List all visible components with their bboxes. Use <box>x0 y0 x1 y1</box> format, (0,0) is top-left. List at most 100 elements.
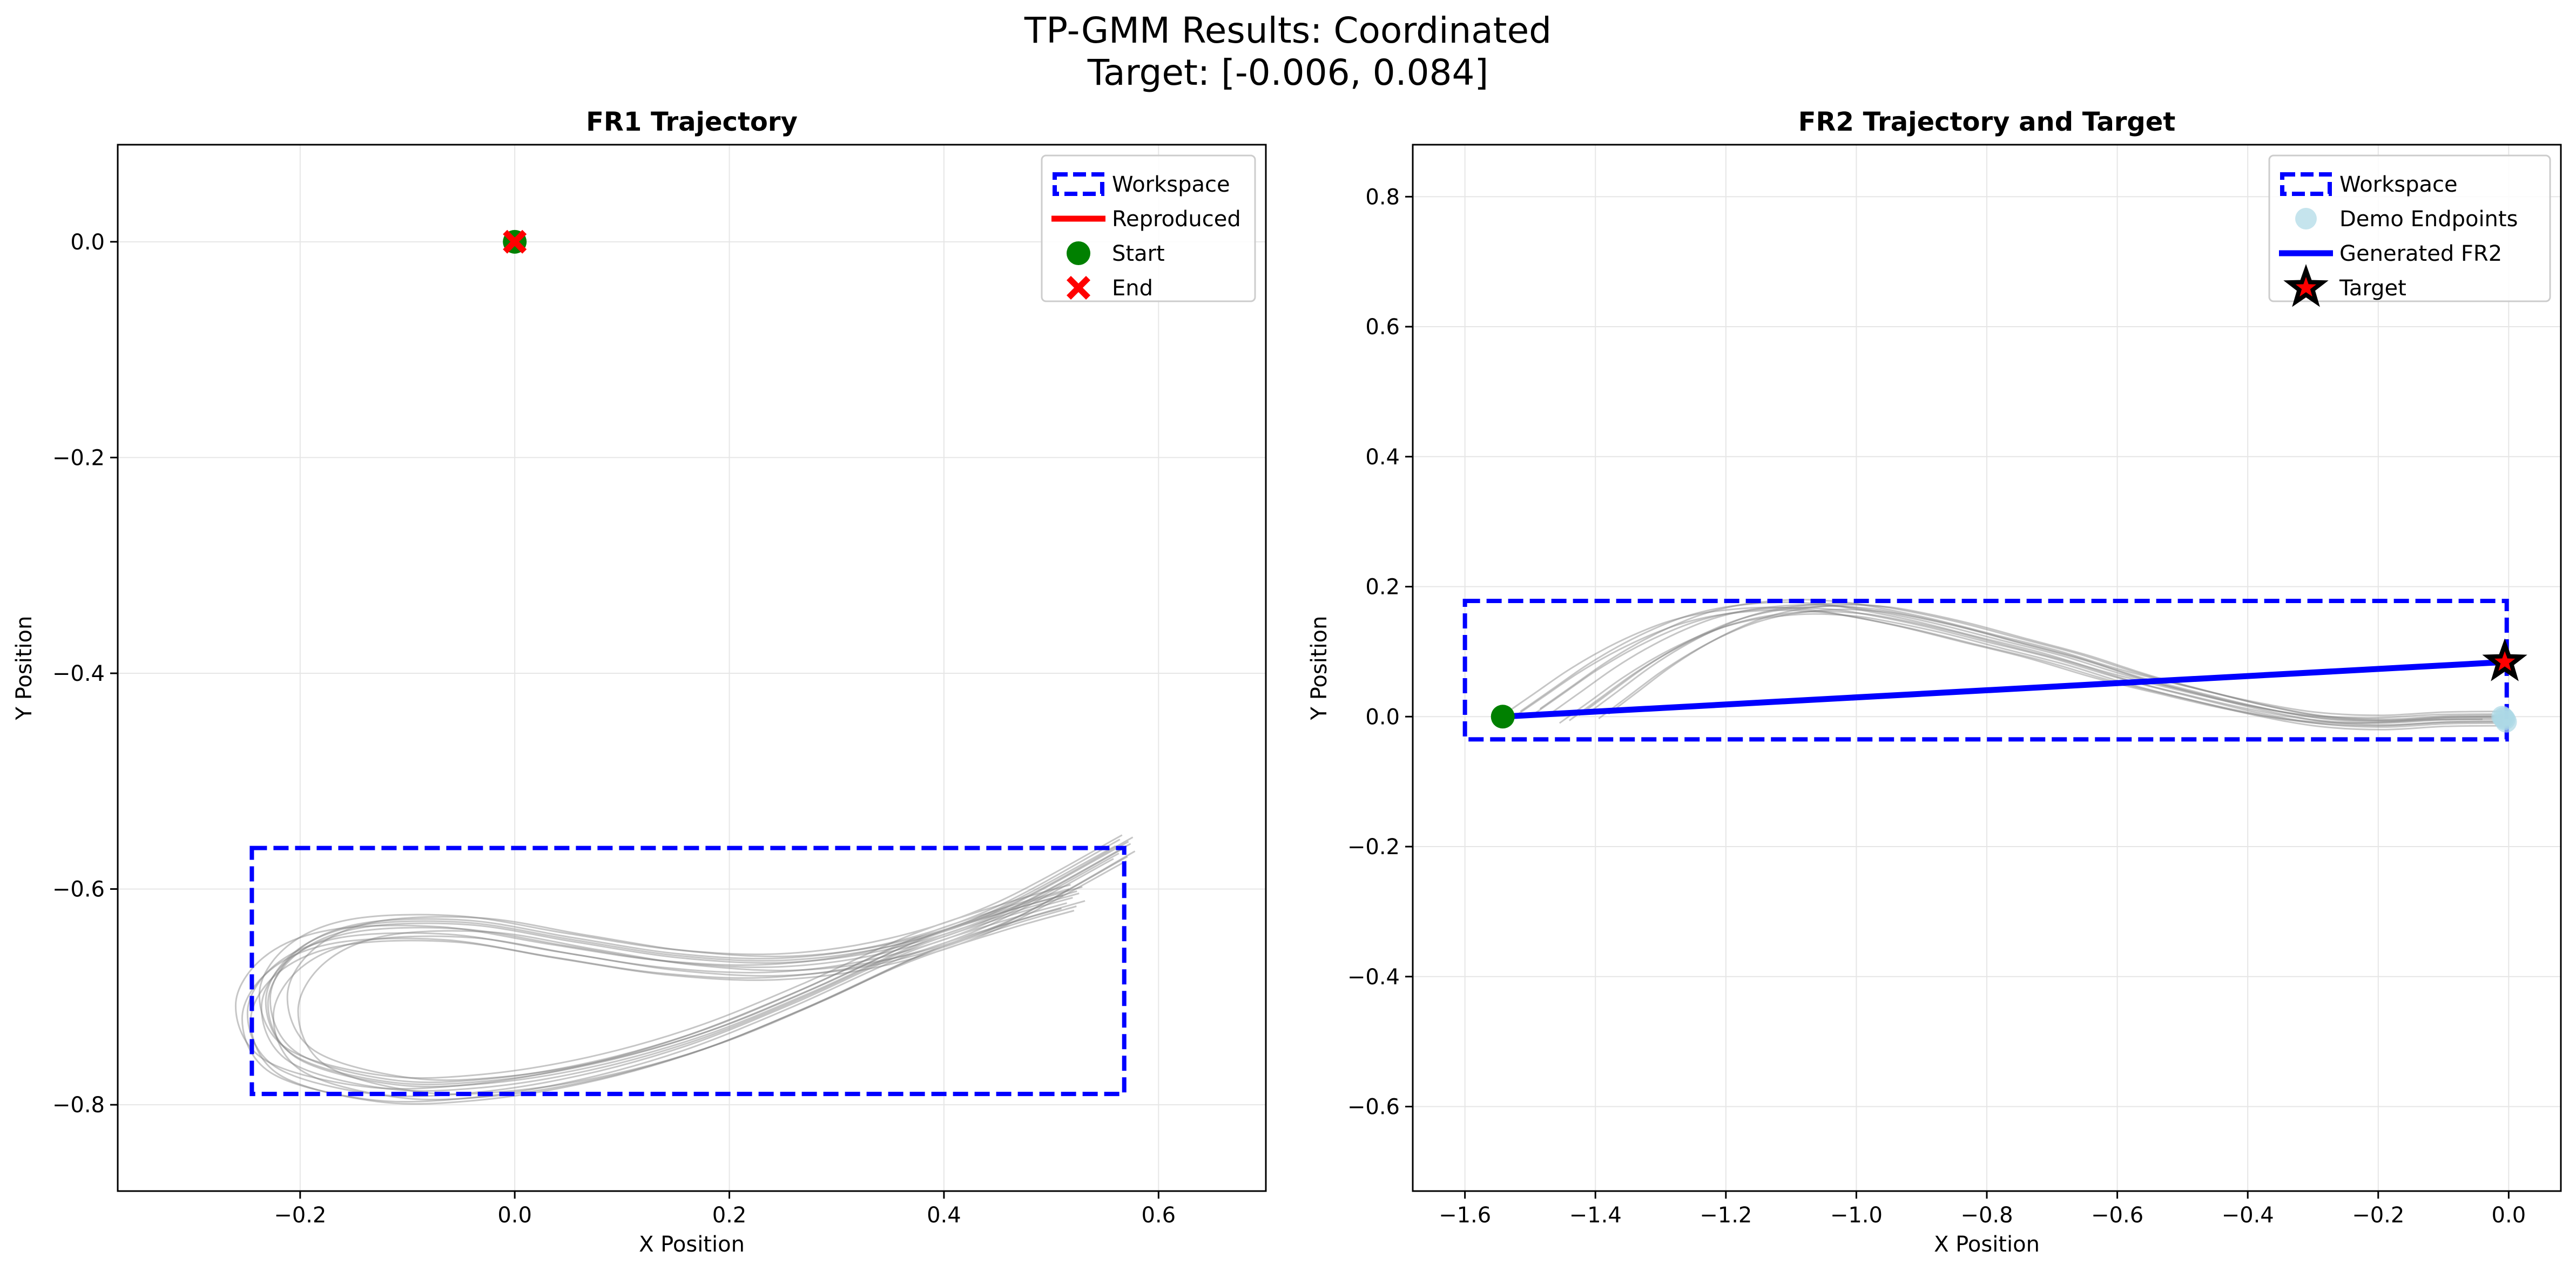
fr2-ytick-label-6: −0.4 <box>1347 965 1400 990</box>
fr1-legend-item-2: Start <box>1067 241 1165 266</box>
fr2-ytick-label-3: 0.2 <box>1365 575 1400 600</box>
fr1-xtick-label-4: 0.6 <box>1141 1203 1176 1228</box>
fr2-ytick-label-2: 0.4 <box>1365 445 1400 470</box>
fr2-title: FR2 Trajectory and Target <box>1798 107 2176 137</box>
fr2-xlabel: X Position <box>1934 1232 2040 1257</box>
fr1-demo-line-11 <box>249 860 1127 1105</box>
fr2-generated-line <box>1500 659 2508 720</box>
fr1-legend-item-0: Workspace <box>1053 172 1230 197</box>
fr2-legend-label-generated-fr2: Generated FR2 <box>2339 241 2502 266</box>
fr1-xlabel: X Position <box>639 1232 745 1257</box>
fr1-ytick-label-3: −0.6 <box>52 877 105 902</box>
fr2-legend-label-workspace: Workspace <box>2339 172 2458 197</box>
fr2-legend-handle-target <box>2283 263 2329 307</box>
fr1-legend-label-workspace: Workspace <box>1112 172 1230 197</box>
fr2-ytick-label-0: 0.8 <box>1365 185 1400 209</box>
fr2-legend-handle-workspace <box>2280 172 2332 196</box>
fr2-plot-area <box>1462 599 2527 742</box>
fr2-demo-line-2 <box>1510 609 2503 727</box>
fr1-end-point <box>503 229 527 254</box>
fr1-legend-handle-end <box>1067 276 1090 300</box>
fr1-legend-item-3: End <box>1067 276 1153 301</box>
fr2-xtick-label-1: −1.4 <box>1569 1203 1622 1228</box>
fr2-demo-line-4 <box>1588 603 2503 720</box>
fr1-demo-line-9 <box>267 843 1131 1088</box>
fr2-start-point <box>1491 705 1515 729</box>
fr1-xtick-label-0: −0.2 <box>274 1203 326 1228</box>
fr1-demo-line-1 <box>265 841 1129 1086</box>
fr1-plot-area <box>234 229 1136 1105</box>
fr2-legend-label-demo-endpoints: Demo Endpoints <box>2339 207 2518 232</box>
fr1-legend-handle-start <box>1067 241 1090 265</box>
fr1-legend-label-reproduced: Reproduced <box>1112 207 1241 232</box>
fr2-xtick-label-0: −1.6 <box>1439 1203 1491 1228</box>
fr1-panel: −0.2 0.0 0.2 0.4 0.6 0.0 −0.2 −0.4 −0.6 −0.8 FR1 T… <box>12 107 1267 1257</box>
fr2-demo-line-9 <box>1539 599 2503 716</box>
fr1-demo-line-10 <box>269 839 1121 1084</box>
fr2-ytick-label-4: 0.0 <box>1365 705 1400 729</box>
fr2-demo-endpoint-3 <box>2492 707 2514 729</box>
fr2-xtick-label-7: −0.2 <box>2352 1203 2404 1228</box>
fr2-demo-line-11 <box>1608 604 2503 722</box>
fr1-legend-label-end: End <box>1112 276 1153 301</box>
figure-title-line1: TP-GMM Results: Coordinated <box>1024 10 1552 51</box>
fr1-legend-label-start: Start <box>1112 241 1165 266</box>
fr1-legend: Workspace Reproduced Start End <box>1041 154 1256 302</box>
fr1-grid <box>118 145 1266 1191</box>
fr2-legend-item-0: Workspace <box>2280 172 2458 197</box>
fr1-demo-line-0 <box>260 847 1125 1092</box>
fr2-xtick-label-5: −0.6 <box>2091 1203 2143 1228</box>
fr1-xtick-label-2: 0.2 <box>712 1203 747 1228</box>
fr1-demo-line-2 <box>246 853 1120 1098</box>
fr1-workspace-rect <box>249 846 1127 1097</box>
fr2-legend-handle-demo-endpoints <box>2295 208 2317 229</box>
fr1-ytick-label-4: −0.8 <box>52 1093 105 1118</box>
fr2-ytick-label-7: −0.6 <box>1347 1095 1400 1120</box>
fr2-legend-label-target: Target <box>2339 276 2406 301</box>
fr2-legend-item-2: Generated FR2 <box>2279 241 2502 266</box>
fr1-legend-item-1: Reproduced <box>1051 207 1241 232</box>
fr2-demonstrations <box>1500 599 2503 731</box>
fr1-legend-handle-workspace <box>1053 172 1104 196</box>
fr2-demo-line-8 <box>1500 606 2483 724</box>
fr1-demo-line-5 <box>272 856 1128 1101</box>
fr1-ytick-label-1: −0.2 <box>52 445 105 470</box>
fr1-xtick-label-3: 0.4 <box>927 1203 961 1228</box>
figure-title: TP-GMM Results: Coordinated Target: [-0.… <box>0 10 2576 94</box>
fr2-demo-line-7 <box>1579 605 2503 723</box>
fr2-ytick-label-1: 0.6 <box>1365 315 1400 340</box>
fr1-ytick-label-0: 0.0 <box>70 230 105 255</box>
fr1-ylabel: Y Position <box>12 616 37 721</box>
figure-title-line2: Target: [-0.006, 0.084] <box>1087 52 1489 93</box>
fr2-target-star <box>2482 638 2527 681</box>
fr2-demo-line-3 <box>1569 610 2503 728</box>
fr2-xtick-label-3: −1.0 <box>1830 1203 1883 1228</box>
fr2-demo-line-5 <box>1520 601 2493 719</box>
fr1-axes-frame <box>117 144 1267 1192</box>
fr1-demo-line-8 <box>241 858 1114 1103</box>
fr2-demo-line-6 <box>1559 613 2503 731</box>
fr1-demo-line-6 <box>258 834 1123 1079</box>
fr2-legend-item-1: Demo Endpoints <box>2295 207 2518 232</box>
fr2-panel: −1.6 −1.4 −1.2 −1.0 −0.8 −0.6 −0.4 −0.2 0.0 0.8 0.… <box>1307 107 2562 1257</box>
fr1-demonstrations <box>234 834 1136 1105</box>
fr2-demo-line-0 <box>1529 606 2503 724</box>
fr1-ytick-label-2: −0.4 <box>52 661 105 686</box>
fr1-title: FR1 Trajectory <box>586 107 798 137</box>
fr1-xtick-label-1: 0.0 <box>497 1203 532 1228</box>
fr2-demo-line-10 <box>1598 608 2503 726</box>
fr2-xtick-label-4: −0.8 <box>1960 1203 2013 1228</box>
fr1-demo-line-7 <box>297 850 1136 1096</box>
fr2-xtick-label-2: −1.2 <box>1700 1203 1752 1228</box>
fr2-ytick-label-5: −0.2 <box>1347 835 1400 860</box>
fr2-legend: Workspace Demo Endpoints Generated FR2 Targ… <box>2268 154 2551 307</box>
fr2-legend-frame <box>2268 154 2551 302</box>
fr1-demo-line-3 <box>286 836 1134 1081</box>
fr2-ylabel: Y Position <box>1307 616 1332 721</box>
fr2-demo-line-1 <box>1549 604 2503 722</box>
fr2-xtick-label-6: −0.4 <box>2222 1203 2274 1228</box>
fr2-legend-item-3: Target <box>2283 263 2406 307</box>
fr2-xtick-label-8: 0.0 <box>2492 1203 2526 1228</box>
fr1-demo-line-4 <box>234 845 1116 1090</box>
